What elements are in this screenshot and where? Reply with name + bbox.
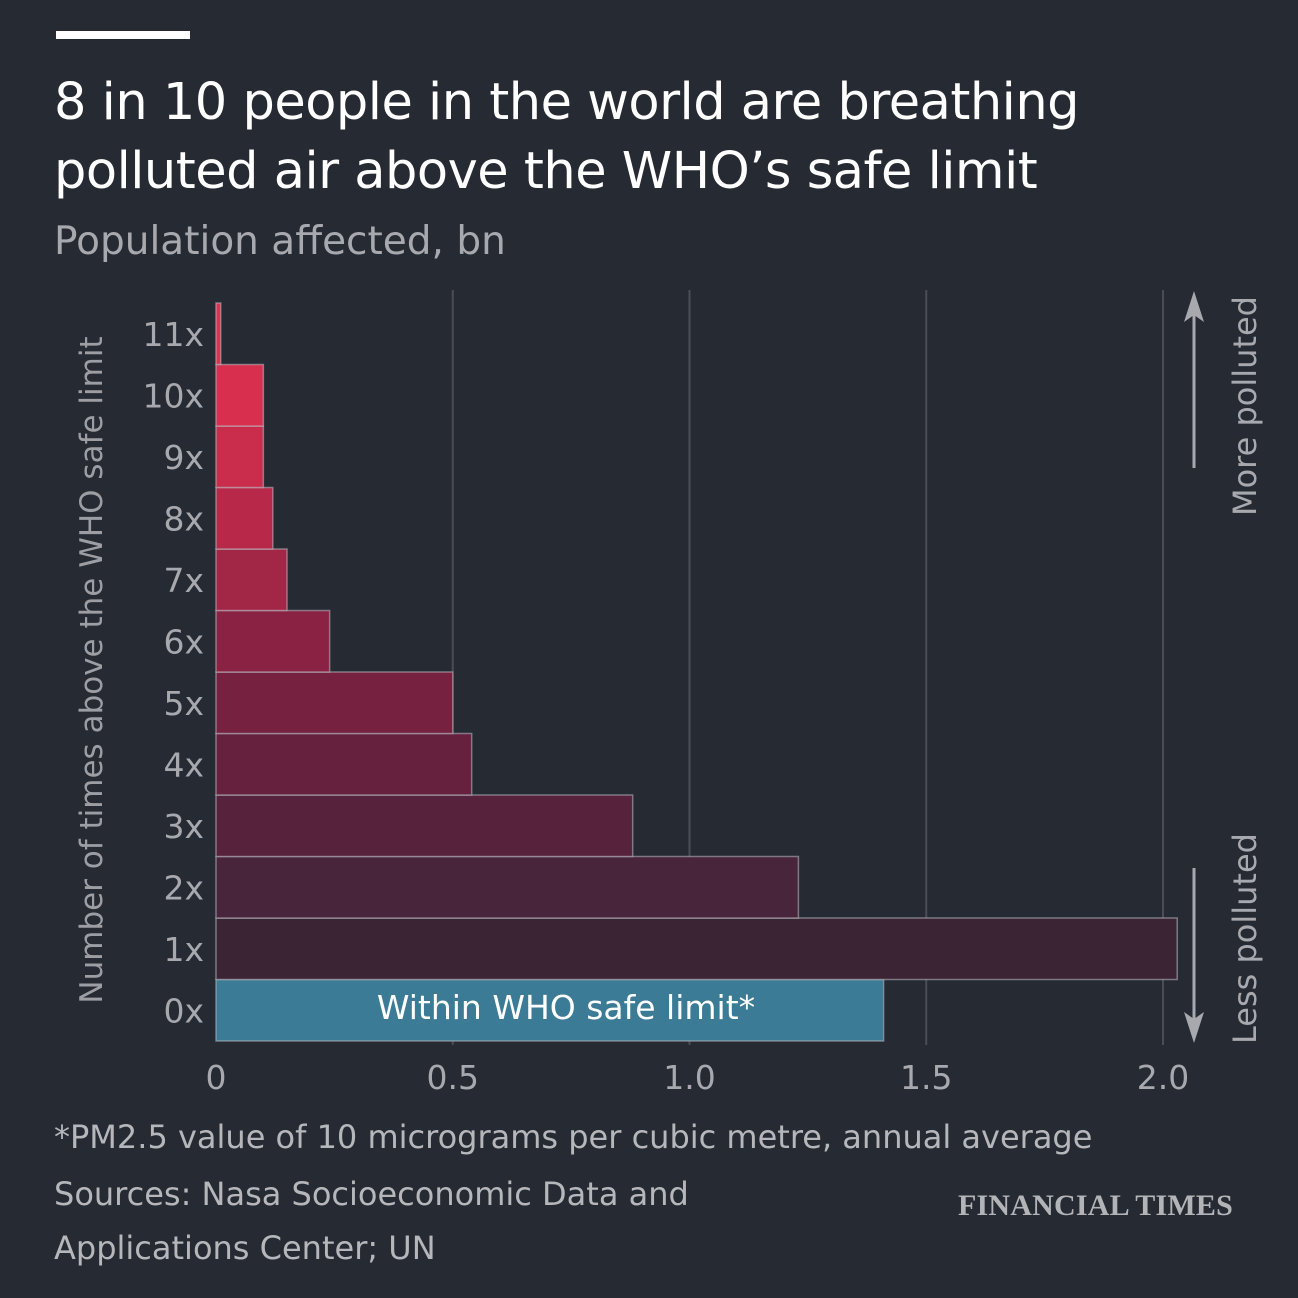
y-tick-label: 4x	[163, 745, 204, 784]
bar-10x	[215, 363, 265, 427]
bar-11x	[215, 302, 222, 366]
y-tick-label: 10x	[142, 376, 204, 415]
less-polluted-label: Less polluted	[1226, 833, 1264, 1044]
y-tick-label: 5x	[163, 684, 204, 723]
bar-1x	[215, 917, 1178, 981]
y-axis-title: Number of times above the WHO safe limit	[74, 336, 110, 1003]
down-arrow-head	[1184, 1012, 1204, 1043]
x-tick-labels: 0 0.5 1.0 1.5 2.0	[206, 1058, 1190, 1097]
x-tick-label: 0	[206, 1058, 227, 1097]
bar-5x	[215, 671, 454, 735]
y-tick-label: 9x	[163, 438, 204, 477]
bars	[215, 302, 1178, 1042]
bar-7x	[215, 548, 288, 612]
y-tick-label: 0x	[163, 991, 204, 1030]
y-tick-labels: 0x 1x 2x 3x 4x 5x 6x 7x 8x 9x 10x 11x	[142, 315, 204, 1031]
sources: Sources: Nasa Socioeconomic Data and App…	[54, 1175, 689, 1267]
y-tick-label: 8x	[163, 499, 204, 538]
y-tick-label: 6x	[163, 622, 204, 661]
bar-2x	[215, 855, 800, 919]
bar-9x	[215, 425, 265, 489]
chart-subtitle: Population affected, bn	[54, 219, 506, 264]
y-tick-label: 1x	[163, 930, 204, 969]
chart-title: 8 in 10 people in the world are breathin…	[54, 73, 1080, 201]
footnote: *PM2.5 value of 10 micrograms per cubic …	[54, 1118, 1093, 1156]
brand-logo: FINANCIAL TIMES	[958, 1189, 1234, 1222]
bar-within-limit	[215, 978, 885, 1042]
bar-8x	[215, 486, 274, 550]
up-arrow-head	[1184, 291, 1204, 322]
y-tick-label: 3x	[163, 807, 204, 846]
x-tick-label: 2.0	[1137, 1058, 1189, 1097]
bar-3x	[215, 794, 634, 858]
x-tick-label: 0.5	[427, 1058, 479, 1097]
x-tick-label: 1.5	[900, 1058, 952, 1097]
within-limit-label: Within WHO safe limit*	[377, 988, 755, 1027]
more-polluted-label: More polluted	[1226, 296, 1264, 516]
bar-4x	[215, 732, 473, 796]
y-tick-label: 2x	[163, 868, 204, 907]
bar-chart: 0x 1x 2x 3x 4x 5x 6x 7x 8x 9x 10x 11x 0 0.5 1.0 1.5 2.0…	[74, 290, 1264, 1097]
direction-arrows: More polluted Less polluted	[1184, 291, 1264, 1044]
y-tick-label: 11x	[142, 315, 204, 354]
bar-6x	[215, 609, 331, 673]
y-tick-label: 7x	[163, 561, 204, 600]
top-rule	[56, 31, 190, 39]
x-tick-label: 1.0	[663, 1058, 715, 1097]
